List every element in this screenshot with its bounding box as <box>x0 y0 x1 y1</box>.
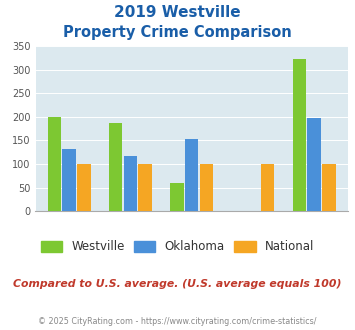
Bar <box>185 139 198 211</box>
Legend: Westville, Oklahoma, National: Westville, Oklahoma, National <box>36 236 319 258</box>
Bar <box>109 122 122 211</box>
Bar <box>261 164 274 211</box>
Bar <box>124 155 137 211</box>
Bar <box>62 148 76 211</box>
Text: Property Crime Comparison: Property Crime Comparison <box>63 25 292 40</box>
Text: Compared to U.S. average. (U.S. average equals 100): Compared to U.S. average. (U.S. average … <box>13 279 342 289</box>
Bar <box>48 117 61 211</box>
Bar <box>200 164 213 211</box>
Text: 2019 Westville: 2019 Westville <box>114 5 241 20</box>
Bar <box>77 164 91 211</box>
Bar <box>138 164 152 211</box>
Bar <box>170 183 184 211</box>
Bar <box>307 118 321 211</box>
Bar <box>322 164 335 211</box>
Text: © 2025 CityRating.com - https://www.cityrating.com/crime-statistics/: © 2025 CityRating.com - https://www.city… <box>38 317 317 326</box>
Bar <box>293 59 306 211</box>
